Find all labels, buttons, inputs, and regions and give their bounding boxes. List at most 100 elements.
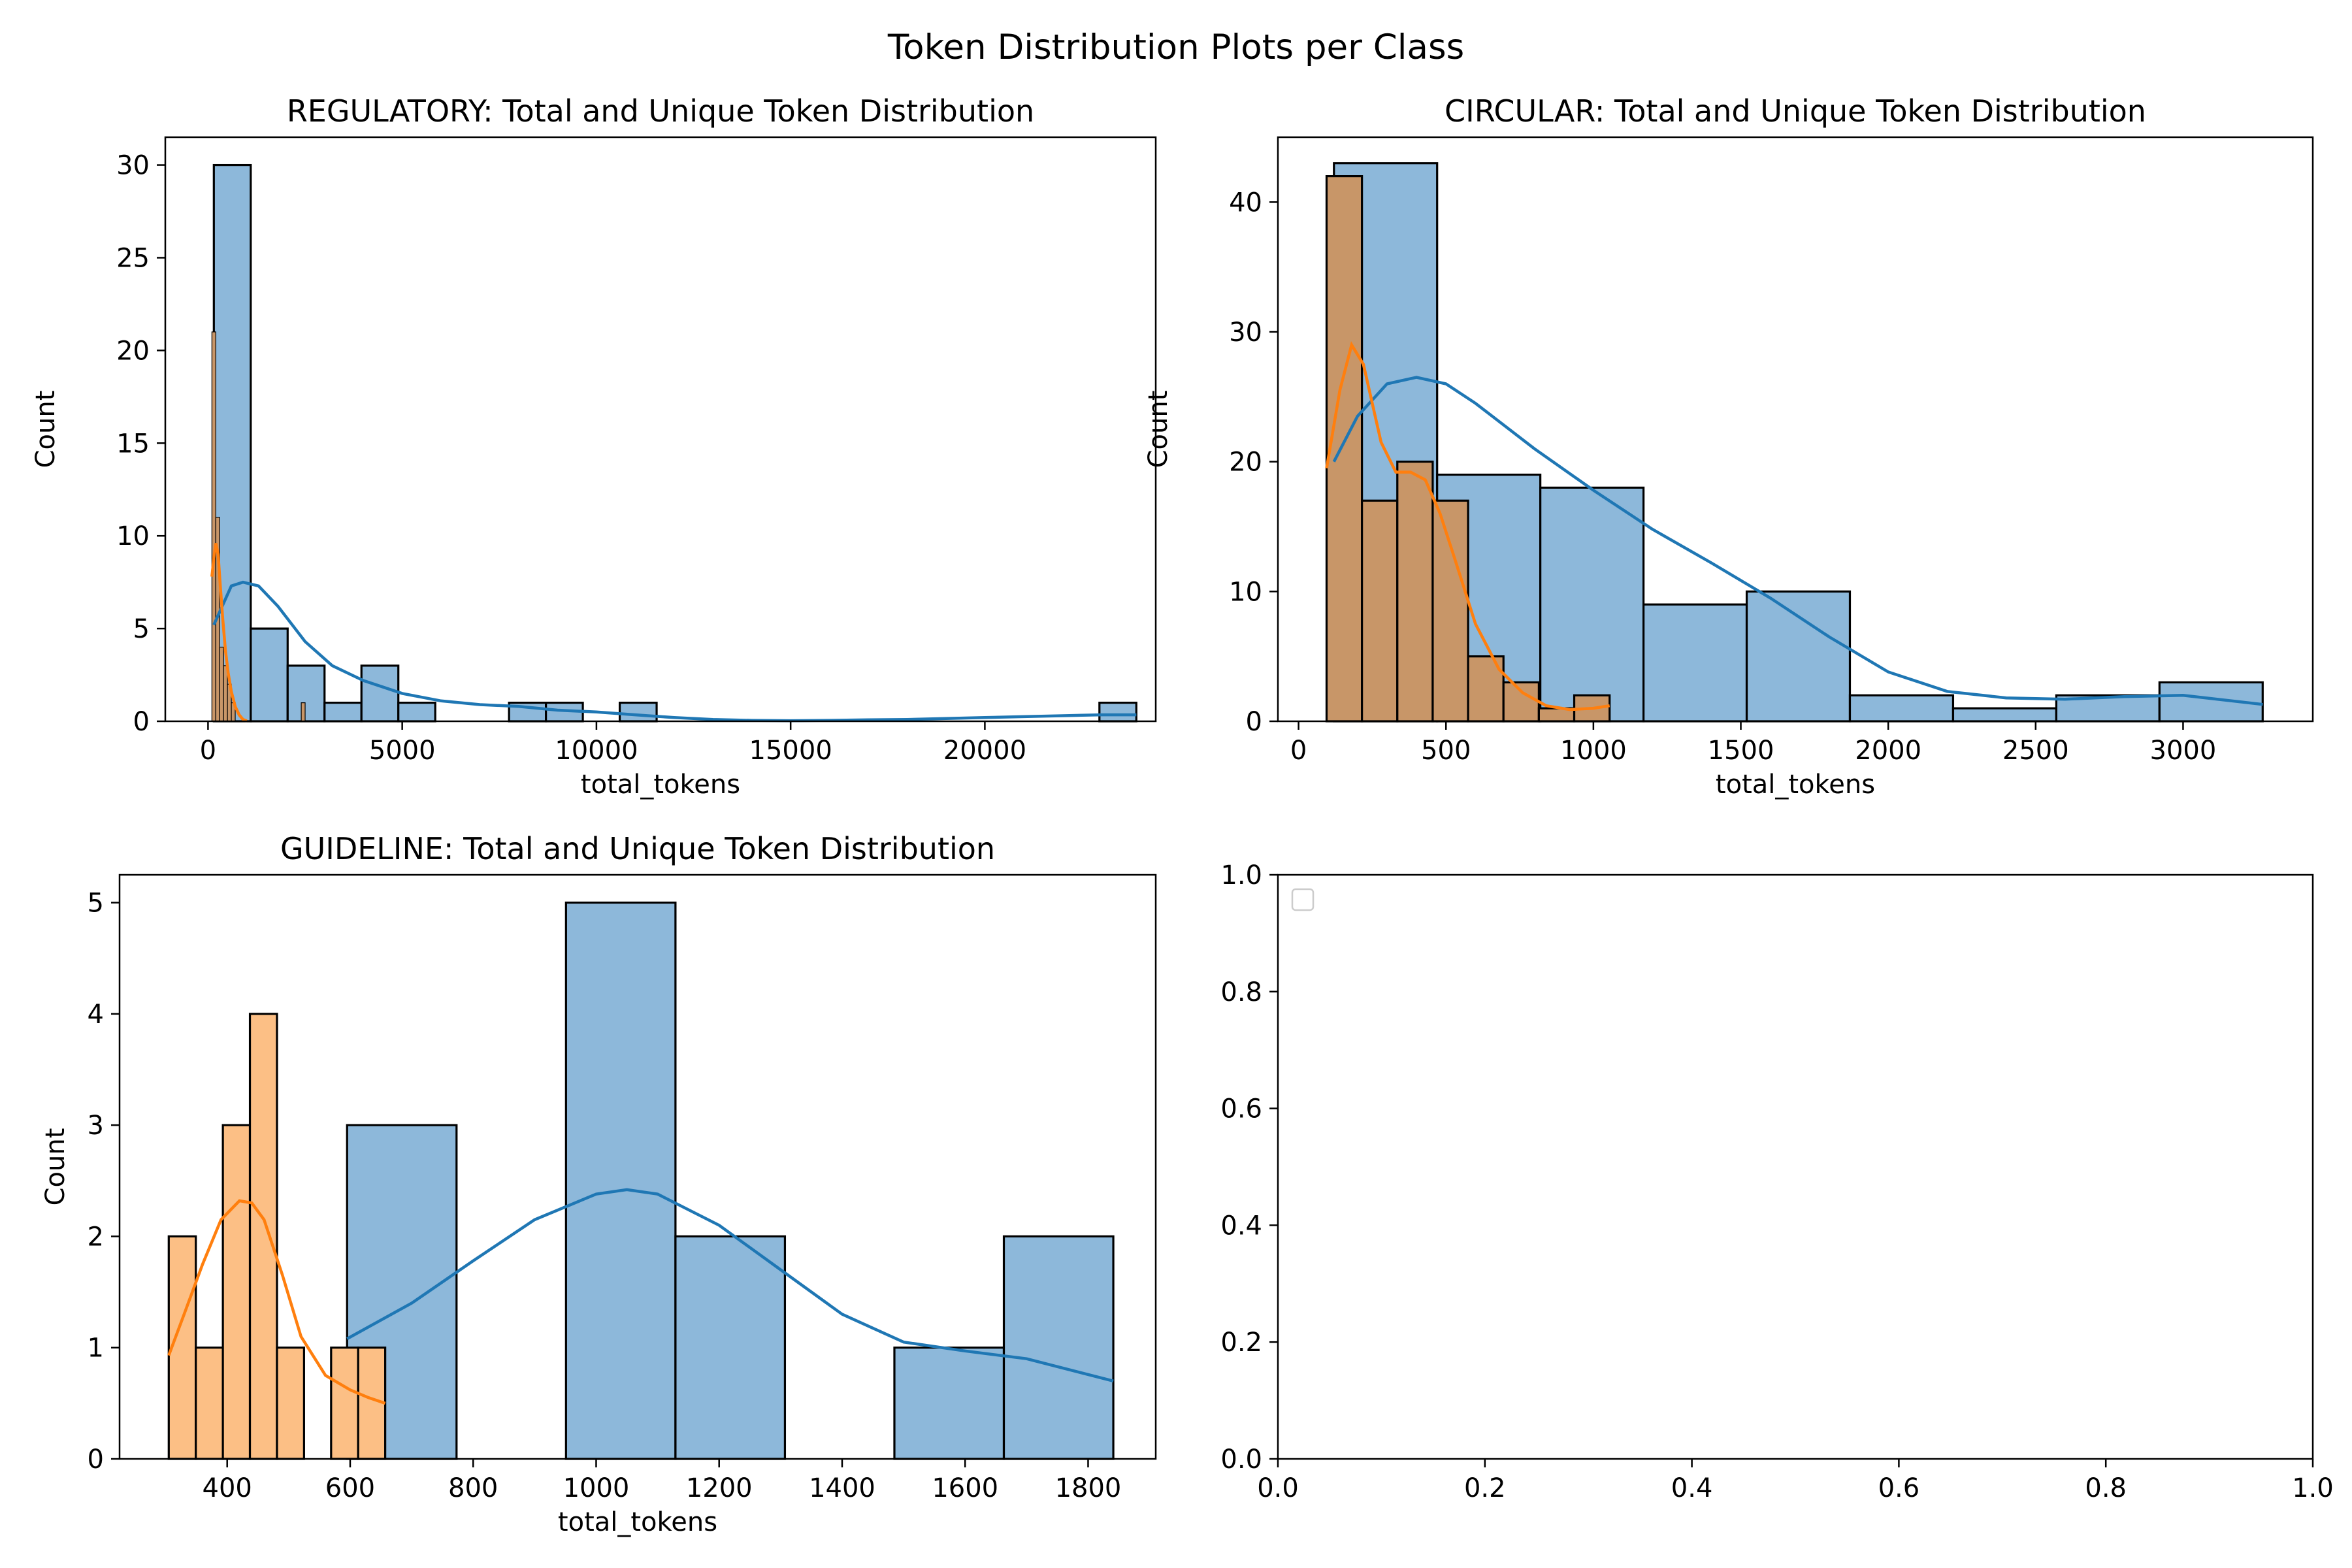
- regulatory-y-tick-label: 20: [116, 336, 150, 366]
- guideline-x-tick-label: 1400: [809, 1473, 875, 1503]
- regulatory-x-tick-label: 15000: [749, 736, 832, 766]
- circular-x-tick-label: 2500: [2002, 736, 2069, 766]
- empty-x-tick-label: 0.2: [1464, 1473, 1506, 1503]
- empty-axes-frame: [1277, 874, 2314, 1460]
- regulatory-panel: 0 5000 10000 15000 20000 0 5 10 15 20 25 30 REGULAT…: [31, 93, 1157, 800]
- guideline-unique-kde-line: [167, 1199, 386, 1405]
- guideline-y-tick-label: 0: [88, 1445, 104, 1475]
- guideline-panel: 400 600 800 1000 1200 1400 1600 1800 0 1 2 3 4 5 GUID…: [41, 831, 1157, 1537]
- circular-x-tick-label: 2000: [1855, 736, 1921, 766]
- guideline-unique-bar: [330, 1347, 359, 1460]
- empty-y-tick-label: 0.8: [1220, 977, 1262, 1007]
- circular-y-tick-label: 0: [1246, 707, 1262, 737]
- empty-x-tick-label: 0.0: [1257, 1473, 1299, 1503]
- guideline-y-tick-label: 5: [88, 889, 104, 919]
- empty-x-tick-label: 0.4: [1671, 1473, 1713, 1503]
- guideline-x-tick-label: 1200: [686, 1473, 753, 1503]
- guideline-total-bar: [1002, 1235, 1115, 1460]
- guideline-y-tick-label: 3: [88, 1111, 104, 1141]
- guideline-unique-bars: [167, 1013, 387, 1460]
- regulatory-total-bar: [397, 702, 436, 723]
- regulatory-unique-bar: [301, 702, 306, 722]
- guideline-kde-curves: [167, 1188, 1114, 1405]
- guideline-total-bar: [893, 1347, 1005, 1460]
- guideline-total-kde-line: [346, 1188, 1114, 1382]
- circular-y-tick-label: 10: [1229, 577, 1262, 607]
- circular-ticks: 0 500 1000 1500 2000 2500 3000 0 10 20 30 40: [1229, 188, 2216, 766]
- circular-title: CIRCULAR: Total and Unique Token Distrib…: [1445, 93, 2146, 129]
- regulatory-y-tick-label: 15: [116, 429, 150, 459]
- regulatory-kde-curves: [210, 543, 1137, 723]
- regulatory-total-bar: [618, 702, 658, 723]
- circular-total-bars: [1333, 162, 2264, 723]
- guideline-x-axis-label: total_tokens: [558, 1507, 717, 1537]
- regulatory-title: REGULATORY: Total and Unique Token Distr…: [287, 93, 1034, 129]
- guideline-ticks: 400 600 800 1000 1200 1400 1600 1800 0 1 2 3 4 5: [88, 889, 1122, 1503]
- guideline-x-tick-label: 600: [325, 1473, 375, 1503]
- guideline-axes-frame: [118, 874, 1157, 1460]
- empty-y-tick-label: 0.2: [1220, 1328, 1262, 1358]
- regulatory-x-tick-label: 20000: [943, 736, 1026, 766]
- empty-y-tick-label: 0.6: [1220, 1094, 1262, 1124]
- circular-x-tick-label: 1000: [1560, 736, 1627, 766]
- circular-unique-bar: [1325, 175, 1364, 723]
- figure-title: Token Distribution Plots per Class: [887, 27, 1464, 67]
- regulatory-y-tick-label: 10: [116, 521, 150, 551]
- empty-legend-box: [1291, 888, 1315, 911]
- circular-unique-kde-line: [1325, 341, 1610, 711]
- regulatory-unique-bar: [223, 665, 228, 722]
- guideline-x-tick-label: 1600: [932, 1473, 998, 1503]
- empty-x-tick-label: 1.0: [2292, 1473, 2334, 1503]
- regulatory-y-tick-label: 30: [116, 151, 150, 181]
- guideline-x-tick-label: 400: [203, 1473, 252, 1503]
- empty-y-tick-label: 0.0: [1220, 1445, 1262, 1475]
- circular-x-axis-label: total_tokens: [1716, 770, 1875, 800]
- empty-y-tick-label: 1.0: [1220, 860, 1262, 890]
- guideline-unique-bar: [221, 1124, 252, 1460]
- circular-x-tick-label: 1500: [1708, 736, 1774, 766]
- circular-y-tick-label: 20: [1229, 448, 1262, 478]
- regulatory-axes-frame: [164, 136, 1157, 723]
- guideline-x-tick-label: 1800: [1055, 1473, 1122, 1503]
- circular-total-bar: [1539, 486, 1645, 723]
- circular-axes-frame: [1277, 136, 2314, 723]
- regulatory-unique-bar: [211, 331, 216, 722]
- guideline-y-tick-label: 4: [88, 1000, 104, 1030]
- guideline-x-tick-label: 1000: [563, 1473, 630, 1503]
- regulatory-unique-kde-line: [210, 543, 248, 723]
- circular-unique-bar: [1431, 499, 1469, 723]
- circular-total-bar: [1952, 707, 2057, 723]
- circular-y-tick-label: 30: [1229, 318, 1262, 348]
- circular-x-tick-label: 500: [1421, 736, 1471, 766]
- regulatory-x-axis-label: total_tokens: [581, 770, 740, 800]
- circular-total-bar: [1745, 590, 1852, 723]
- guideline-total-bars: [346, 901, 1115, 1460]
- regulatory-y-tick-label: 25: [116, 243, 150, 273]
- regulatory-ticks: 0 5000 10000 15000 20000 0 5 10 15 20 25 30: [116, 151, 1026, 766]
- circular-y-axis-label: Count: [1143, 391, 1173, 468]
- regulatory-y-tick-label: 0: [133, 707, 150, 737]
- regulatory-total-bar: [1098, 702, 1137, 723]
- guideline-unique-bar: [248, 1013, 278, 1460]
- regulatory-total-bar: [286, 664, 326, 723]
- empty-x-tick-label: 0.8: [2085, 1473, 2127, 1503]
- circular-total-kde-line: [1332, 376, 2263, 706]
- empty-ticks: 0.0 0.2 0.4 0.6 0.8 1.0 0.0 0.2 0.4 0.6 0.8 1.0: [1220, 860, 2333, 1503]
- circular-panel: 0 500 1000 1500 2000 2500 3000 0 10 20 30 40 CIRCUL…: [1143, 93, 2314, 800]
- guideline-title: GUIDELINE: Total and Unique Token Distri…: [280, 831, 995, 866]
- regulatory-total-bar: [250, 627, 289, 723]
- regulatory-total-bar: [360, 664, 400, 723]
- circular-y-tick-label: 40: [1229, 188, 1262, 218]
- regulatory-total-kde-line: [212, 580, 1137, 723]
- circular-unique-bar: [1361, 499, 1399, 723]
- regulatory-x-tick-label: 5000: [369, 736, 436, 766]
- guideline-unique-bar: [195, 1347, 224, 1460]
- guideline-y-tick-label: 1: [88, 1333, 104, 1364]
- circular-unique-bar: [1502, 681, 1540, 723]
- guideline-total-bar: [674, 1235, 787, 1460]
- circular-total-bar: [1848, 694, 1955, 723]
- empty-y-tick-label: 0.4: [1220, 1211, 1262, 1241]
- guideline-unique-bar: [276, 1347, 305, 1460]
- guideline-y-axis-label: Count: [41, 1128, 71, 1206]
